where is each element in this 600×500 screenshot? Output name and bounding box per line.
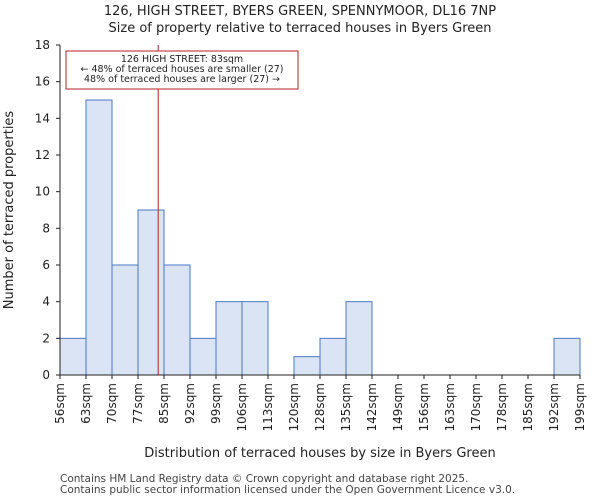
x-tick-label-163sqm: 163sqm [443, 383, 457, 431]
x-tick-label-120sqm: 120sqm [287, 383, 301, 431]
x-tick-label-192sqm: 192sqm [547, 383, 561, 431]
x-tick-label-99sqm: 99sqm [209, 383, 223, 424]
bar-192sqm [553, 337, 581, 376]
x-tick-label-85sqm: 85sqm [157, 383, 171, 424]
bar-106sqm [241, 301, 269, 376]
y-tick-label-8: 8 [42, 221, 50, 235]
x-tick-label-106sqm: 106sqm [235, 383, 249, 431]
annotation-line-2: ← 48% of terraced houses are smaller (27… [80, 64, 283, 75]
x-tick-label-63sqm: 63sqm [79, 383, 93, 424]
y-tick-label-18: 18 [35, 38, 50, 52]
x-tick-label-199sqm: 199sqm [573, 383, 587, 431]
annotation-line-3: 48% of terraced houses are larger (27) → [84, 74, 280, 85]
x-tick-label-56sqm: 56sqm [53, 383, 67, 424]
x-tick-label-156sqm: 156sqm [417, 383, 431, 431]
y-tick-label-4: 4 [42, 295, 50, 309]
y-axis-label: Number of terraced properties [2, 111, 17, 310]
x-tick-label-113sqm: 113sqm [261, 383, 275, 431]
y-tick-label-14: 14 [35, 111, 50, 125]
bar-77sqm [137, 209, 165, 376]
x-tick-label-92sqm: 92sqm [183, 383, 197, 424]
x-tick-label-149sqm: 149sqm [391, 383, 405, 431]
bars-group [59, 99, 581, 376]
x-tick-label-128sqm: 128sqm [313, 383, 327, 431]
chart-title: 126, HIGH STREET, BYERS GREEN, SPENNYMOO… [103, 4, 497, 19]
x-axis-label: Distribution of terraced houses by size … [144, 446, 495, 461]
bar-120sqm [293, 356, 321, 376]
x-ticks-group: 56sqm 63sqm 70sqm 77sqm 85sqm 92sqm 99sqm 106sq… [53, 375, 587, 431]
y-tick-label-16: 16 [35, 75, 50, 89]
x-tick-label-77sqm: 77sqm [131, 383, 145, 424]
x-tick-label-142sqm: 142sqm [365, 383, 379, 431]
bar-85sqm [163, 264, 191, 376]
bar-135sqm [345, 301, 373, 376]
marker-annotation: 126 HIGH STREET: 83sqm ← 48% of terraced… [65, 50, 299, 90]
bar-92sqm [189, 337, 217, 376]
x-tick-label-185sqm: 185sqm [521, 383, 535, 431]
annotation-line-1: 126 HIGH STREET: 83sqm [121, 54, 243, 65]
y-tick-label-6: 6 [42, 258, 50, 272]
chart-subtitle: Size of property relative to terraced ho… [108, 21, 492, 36]
y-tick-label-12: 12 [35, 148, 50, 162]
bar-99sqm [215, 301, 243, 376]
y-tick-label-2: 2 [42, 331, 50, 345]
bar-70sqm [111, 264, 139, 376]
x-tick-label-178sqm: 178sqm [495, 383, 509, 431]
x-tick-label-70sqm: 70sqm [105, 383, 119, 424]
x-tick-label-135sqm: 135sqm [339, 383, 353, 431]
annotation-box [65, 50, 299, 90]
y-tick-label-0: 0 [42, 368, 50, 382]
bar-63sqm [85, 99, 113, 376]
y-tick-label-10: 10 [35, 185, 50, 199]
x-tick-label-170sqm: 170sqm [469, 383, 483, 431]
footer-line-2: Contains public sector information licen… [60, 484, 516, 496]
footer-line-1: Contains HM Land Registry data © Crown c… [60, 473, 469, 485]
y-ticks-group: 0 2 4 6 8 10 12 14 16 18 [35, 38, 60, 382]
bar-56sqm [59, 337, 87, 376]
bar-128sqm [319, 337, 347, 376]
